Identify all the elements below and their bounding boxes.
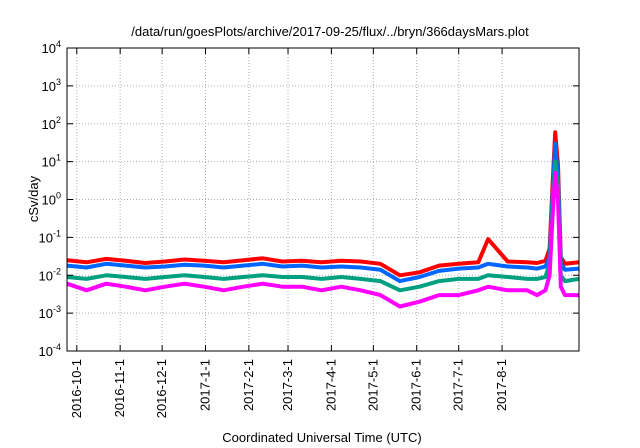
y-tick-label: 101 (42, 153, 61, 170)
series-layer (66, 130, 580, 309)
x-axis-label: Coordinated Universal Time (UTC) (222, 430, 421, 445)
x-tick-label: 2017-8-1 (494, 359, 509, 411)
x-tick-label: 2016-12-1 (154, 359, 169, 418)
x-tick-label: 2017-5-1 (365, 359, 380, 411)
y-tick-label: 10-4 (39, 342, 61, 359)
y-tick-label: 10-1 (39, 228, 61, 245)
y-tick-label: 102 (42, 115, 61, 132)
y-axis-label: cSv/day (26, 175, 41, 222)
x-tick-label: 2017-7-1 (451, 359, 466, 411)
grid-layer (67, 48, 579, 351)
x-tick-label: 2016-10-1 (69, 359, 84, 418)
y-tick-label: 103 (42, 77, 61, 94)
y-tick-label: 100 (42, 191, 61, 208)
tick-layer: 10-4 10-3 10-2 10-1 100 101 102 103 104 2016-10-1… (39, 39, 579, 418)
x-tick-label: 2017-6-1 (409, 359, 424, 411)
y-tick-label: 10-3 (39, 304, 61, 321)
x-tick-label: 2017-4-1 (323, 359, 338, 411)
x-tick-label: 2016-11-1 (112, 359, 127, 417)
series-line-4 (66, 171, 579, 309)
chart-title: /data/run/goesPlots/archive/2017-09-25/f… (131, 24, 529, 39)
x-tick-label: 2017-2-1 (241, 359, 256, 411)
x-tick-label: 2017-3-1 (280, 359, 295, 411)
y-tick-label: 10-2 (39, 266, 61, 283)
y-tick-label: 104 (42, 39, 61, 56)
x-tick-label: 2017-1-1 (197, 359, 212, 411)
